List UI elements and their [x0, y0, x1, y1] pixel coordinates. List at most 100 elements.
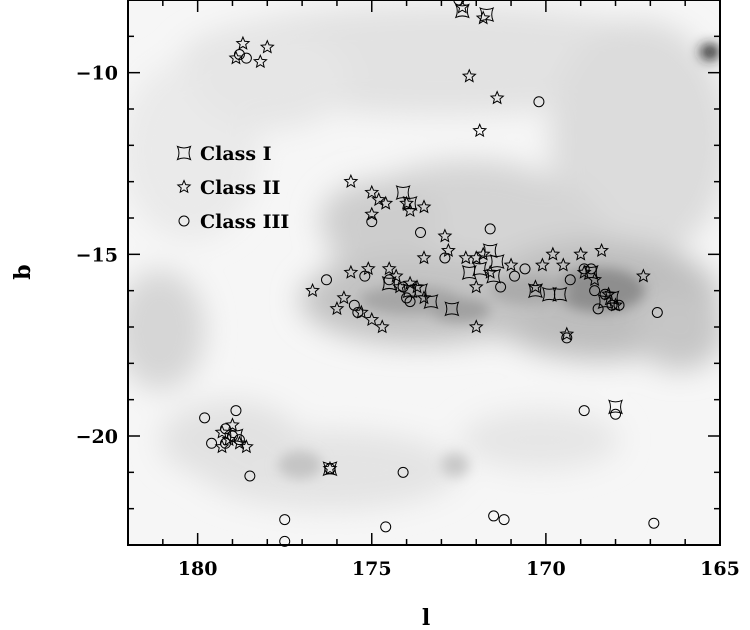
point-star-32 [343, 264, 359, 279]
point-star-3 [259, 39, 275, 54]
point-star-16 [364, 206, 380, 221]
x-axis-label: l [422, 605, 430, 630]
point-circle-9 [383, 274, 395, 286]
point-circle-11 [397, 281, 409, 293]
point-circle-43 [380, 521, 392, 533]
point-circle-19 [585, 263, 597, 275]
point-star-18 [440, 242, 456, 258]
point-circle-17 [564, 274, 576, 286]
point-circle-0 [453, 0, 465, 6]
point-star-9 [343, 173, 359, 188]
point-square-concave-0 [454, 3, 470, 19]
point-star-36 [402, 275, 418, 290]
point-square-concave-13 [527, 283, 543, 299]
legend: Class I Class II Class III [176, 143, 289, 233]
legend-label: Class III [200, 211, 289, 233]
point-star-4 [228, 50, 244, 65]
point-star-2 [235, 35, 251, 50]
point-circle-4 [366, 216, 378, 228]
point-circle-1 [233, 49, 245, 60]
point-circle-6 [484, 223, 496, 235]
point-circle-28 [561, 332, 573, 344]
axis-tick-labels: 180 175 170 165 −10 −15 −20 [76, 63, 740, 580]
point-star-53 [225, 417, 240, 432]
legend-label: Class II [200, 177, 281, 199]
point-square-concave-4 [461, 265, 477, 280]
point-circle-22 [592, 303, 604, 315]
point-circle-32 [226, 430, 238, 442]
point-square-concave-1 [479, 7, 495, 23]
point-circle-34 [206, 437, 218, 449]
point-circle-2 [240, 52, 252, 64]
point-square-concave-11 [444, 301, 460, 317]
point-star-17 [437, 228, 453, 243]
point-circle-20 [589, 285, 601, 297]
point-star-28 [594, 242, 610, 258]
y-tick-label: −10 [76, 63, 118, 85]
point-circle-15 [509, 270, 521, 282]
point-circle-40 [324, 463, 336, 475]
point-star-25 [545, 246, 561, 261]
point-star-47 [482, 264, 498, 279]
point-star-45 [416, 290, 432, 305]
point-circle-25 [651, 306, 663, 318]
point-star-13 [399, 195, 415, 210]
point-square-concave-20 [381, 275, 397, 291]
point-circle-16 [519, 263, 531, 275]
point-star-14 [402, 202, 418, 218]
y-tick-label: −20 [76, 426, 118, 448]
point-circle-38 [244, 470, 256, 482]
y-tick-label: −15 [76, 244, 118, 266]
point-circle-27 [352, 306, 364, 318]
point-square-concave-15 [552, 286, 568, 302]
point-circle-46 [648, 517, 660, 529]
x-tick-label: 175 [352, 558, 392, 580]
point-circle-36 [578, 405, 590, 417]
point-circle-18 [578, 263, 590, 275]
point-circle-35 [220, 437, 232, 449]
point-square-concave-7 [472, 261, 488, 277]
point-star-40 [336, 290, 352, 305]
point-star-34 [381, 261, 397, 276]
y-axis-label: b [10, 264, 36, 279]
legend-marker-square-concave [176, 145, 192, 161]
point-square-concave-14 [541, 286, 557, 302]
point-star-29 [635, 268, 651, 283]
x-tick-label: 180 [178, 558, 218, 580]
extinction-map-background [128, 0, 720, 545]
point-circle-5 [415, 227, 427, 239]
point-star-54 [214, 424, 230, 439]
x-tick-label: 165 [700, 558, 740, 580]
point-circle-14 [495, 281, 507, 293]
point-star-27 [573, 246, 589, 261]
point-circle-21 [599, 288, 611, 300]
x-tick-label: 170 [526, 558, 566, 580]
point-star-35 [388, 268, 404, 283]
point-star-39 [305, 282, 320, 297]
point-star-21 [475, 246, 491, 261]
point-circle-42 [279, 535, 291, 547]
point-circle-29 [199, 412, 211, 424]
point-circle-7 [439, 252, 451, 264]
point-circle-24 [613, 299, 625, 311]
point-square-concave-5 [482, 243, 498, 259]
legend-marker-star [176, 179, 192, 194]
point-star-26 [555, 257, 571, 272]
legend-label: Class I [200, 143, 272, 165]
point-star-20 [468, 250, 484, 265]
point-circle-26 [348, 299, 360, 311]
point-square-concave-21 [322, 461, 338, 477]
point-circle-39 [397, 466, 409, 478]
plot-frame [127, 0, 721, 546]
point-star-7 [489, 90, 505, 105]
point-square-concave-6 [489, 254, 505, 270]
point-star-57 [238, 439, 254, 454]
point-circle-3 [533, 96, 545, 108]
point-star-6 [461, 68, 477, 83]
point-square-concave-22 [228, 428, 244, 444]
point-circle-45 [498, 514, 510, 526]
point-star-50 [528, 279, 543, 294]
point-circle-33 [233, 434, 245, 446]
point-circle-23 [606, 299, 618, 311]
